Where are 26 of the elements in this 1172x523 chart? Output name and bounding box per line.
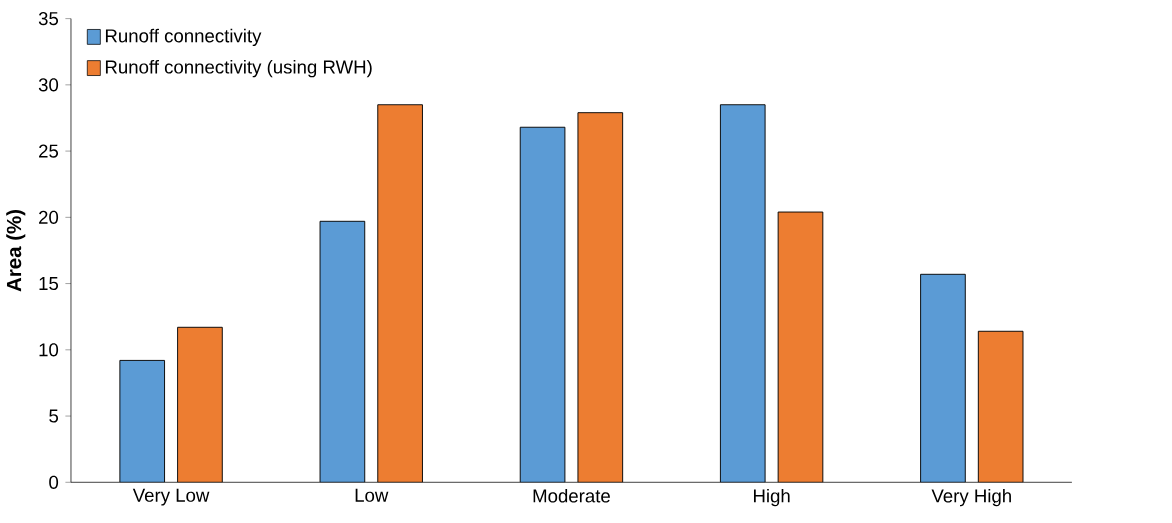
- y-tick-label: 0: [49, 475, 59, 489]
- y-tick-label: 25: [39, 144, 59, 158]
- y-tick-label: 30: [38, 78, 59, 92]
- bar: [577, 112, 624, 483]
- bar: [777, 211, 824, 483]
- x-tick-label: High: [753, 488, 790, 507]
- bar: [920, 273, 966, 483]
- y-axis-title: Area (%): [6, 209, 26, 292]
- x-tick-label: Very High: [931, 488, 1011, 507]
- bar: [319, 220, 366, 483]
- bar: [377, 104, 423, 483]
- x-tick-label: Low: [355, 488, 389, 502]
- x-tick-label: Moderate: [533, 488, 610, 503]
- y-tick-label: 15: [39, 276, 59, 290]
- bar: [177, 326, 223, 483]
- y-tick-label: 10: [39, 343, 59, 357]
- bar: [719, 104, 766, 483]
- x-tick-label: Very Low: [132, 488, 210, 506]
- y-tick-label: 5: [49, 409, 59, 423]
- legend-label: Runoff connectivity: [105, 28, 262, 46]
- legend-label: Runoff connectivity (using RWH): [105, 59, 372, 78]
- bar: [977, 330, 1024, 483]
- y-tick-label: 20: [39, 210, 59, 224]
- bar: [119, 359, 166, 483]
- y-tick-label: 35: [38, 11, 59, 26]
- bar: [519, 126, 566, 483]
